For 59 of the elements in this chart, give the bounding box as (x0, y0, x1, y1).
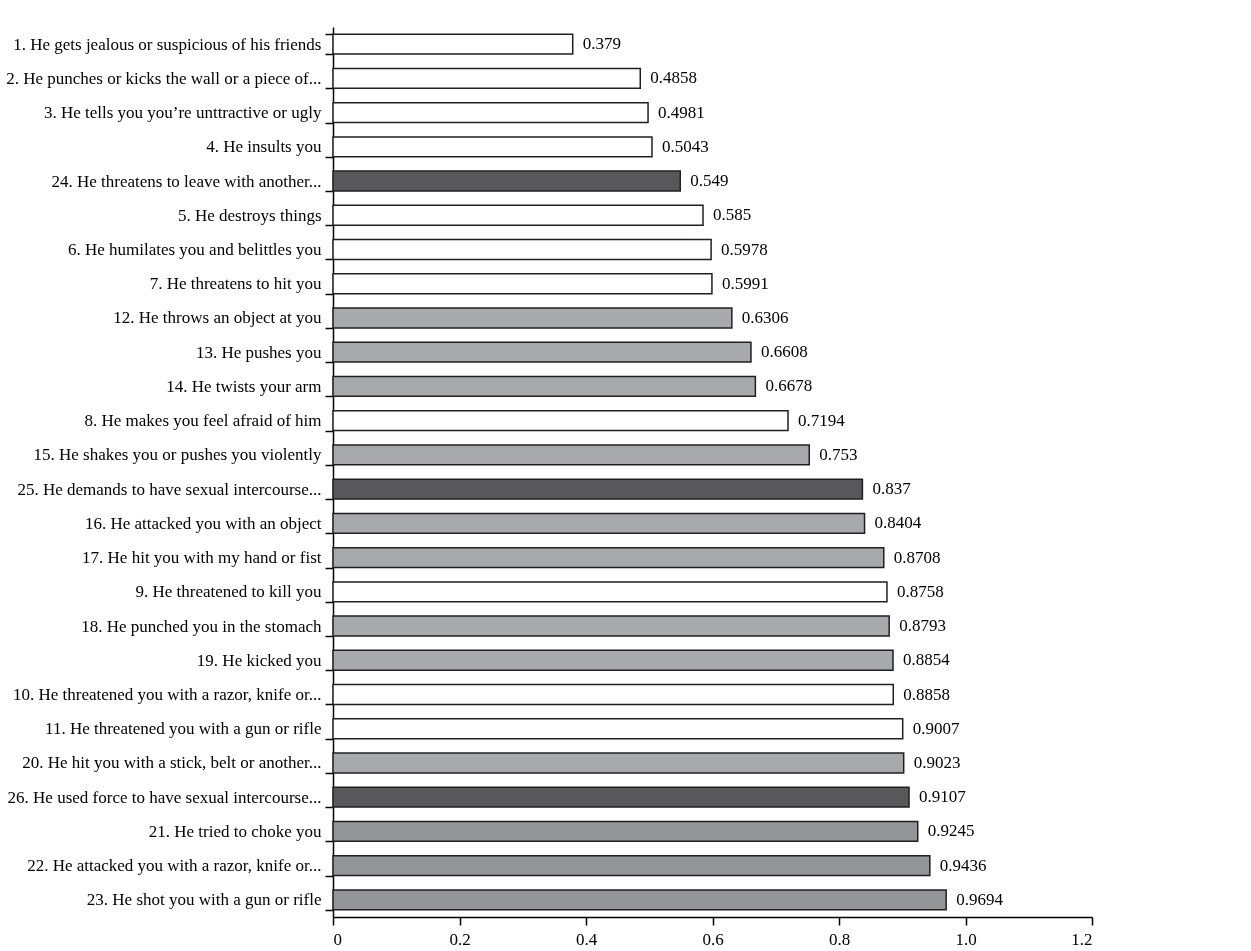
y-tick-label: 13. He pushes you (195, 342, 322, 362)
y-tick-label: 21. He tried to choke you (148, 821, 322, 841)
y-tick-label: 6. He humilates you and belittles you (67, 240, 322, 259)
data-label: 0.4981 (658, 102, 705, 122)
y-tick-label: 5. He destroys things (177, 205, 322, 225)
x-tick-label: 0.6 (702, 929, 724, 949)
y-tick-label: 4. He insults you (206, 137, 322, 157)
x-tick-label: 1.0 (955, 929, 977, 949)
data-label: 0.9007 (912, 718, 960, 738)
data-label: 0.8708 (893, 547, 941, 567)
data-label: 0.5991 (721, 273, 769, 293)
y-tick-label: 1. He gets jealous or suspicious of his friends (13, 34, 322, 54)
data-label: 0.6678 (765, 376, 813, 396)
x-tick-label: 0 (333, 929, 342, 949)
y-tick-label: 20. He hit you with a stick, belt or another... (22, 753, 322, 773)
data-label: 0.585 (713, 205, 752, 225)
y-tick-label: 15. He shakes you or pushes you violently (33, 445, 322, 465)
y-tick-label: 8. He makes you feel afraid of him (84, 411, 322, 431)
y-tick-label: 7. He threatens to hit you (149, 274, 322, 294)
x-tick-label: 1.2 (1071, 929, 1093, 949)
data-label: 0.8854 (903, 650, 951, 670)
data-label: 0.8404 (874, 513, 922, 533)
x-tick-label: 0.8 (828, 929, 851, 949)
y-tick-label: 11. He threatened you with a gun or rifle (45, 719, 322, 739)
y-tick-label: 25. He demands to have sexual intercourse... (17, 479, 322, 499)
y-tick-label: 2. He punches or kicks the wall or a piece of... (6, 68, 322, 88)
y-tick-label: 9. He threatened to kill you (135, 582, 322, 602)
y-tick-label: 18. He punched you in the stomach (81, 616, 322, 636)
y-tick-label: 3. He tells you you’re unttractive or ugly (43, 103, 322, 123)
data-label: 0.7194 (798, 410, 846, 430)
data-label: 0.753 (819, 444, 858, 464)
x-tick-label: 0.4 (575, 929, 598, 949)
data-label: 0.9023 (913, 752, 961, 772)
y-tick-label: 17. He hit you with my hand or fist (82, 548, 322, 568)
data-label: 0.9245 (927, 821, 975, 841)
y-tick-label: 10. He threatened you with a razor, knife or... (12, 685, 322, 704)
data-label: 0.6608 (760, 342, 808, 362)
data-label: 0.8793 (899, 616, 946, 636)
data-label: 0.5043 (661, 136, 709, 156)
y-tick-label: 26. He used force to have sexual intercourse... (7, 787, 322, 807)
data-label: 0.379 (582, 34, 621, 54)
data-label: 0.9694 (956, 889, 1004, 909)
y-tick-label: 22. He attacked you with a razor, knife or... (27, 856, 322, 876)
data-label: 0.5978 (721, 239, 768, 259)
y-tick-label: 12. He throws an object at you (113, 308, 322, 328)
x-tick-label: 0.2 (449, 929, 471, 949)
y-tick-label: 23. He shot you with a gun or rifle (86, 890, 322, 910)
data-label: 0.8858 (903, 684, 951, 704)
y-tick-label: 19. He kicked you (196, 650, 322, 670)
data-label: 0.549 (690, 171, 729, 191)
y-tick-label: 14. He twists your arm (166, 376, 322, 396)
data-label: 0.6306 (741, 307, 789, 327)
y-tick-label: 24. He threatens to leave with another... (51, 171, 322, 191)
data-label: 0.9436 (939, 855, 987, 875)
data-label: 0.9107 (919, 787, 967, 807)
data-label: 0.837 (872, 479, 912, 499)
data-label: 0.4858 (650, 68, 698, 88)
y-tick-label: 16. He attacked you with an object (84, 513, 322, 533)
data-label: 0.8758 (896, 581, 944, 601)
